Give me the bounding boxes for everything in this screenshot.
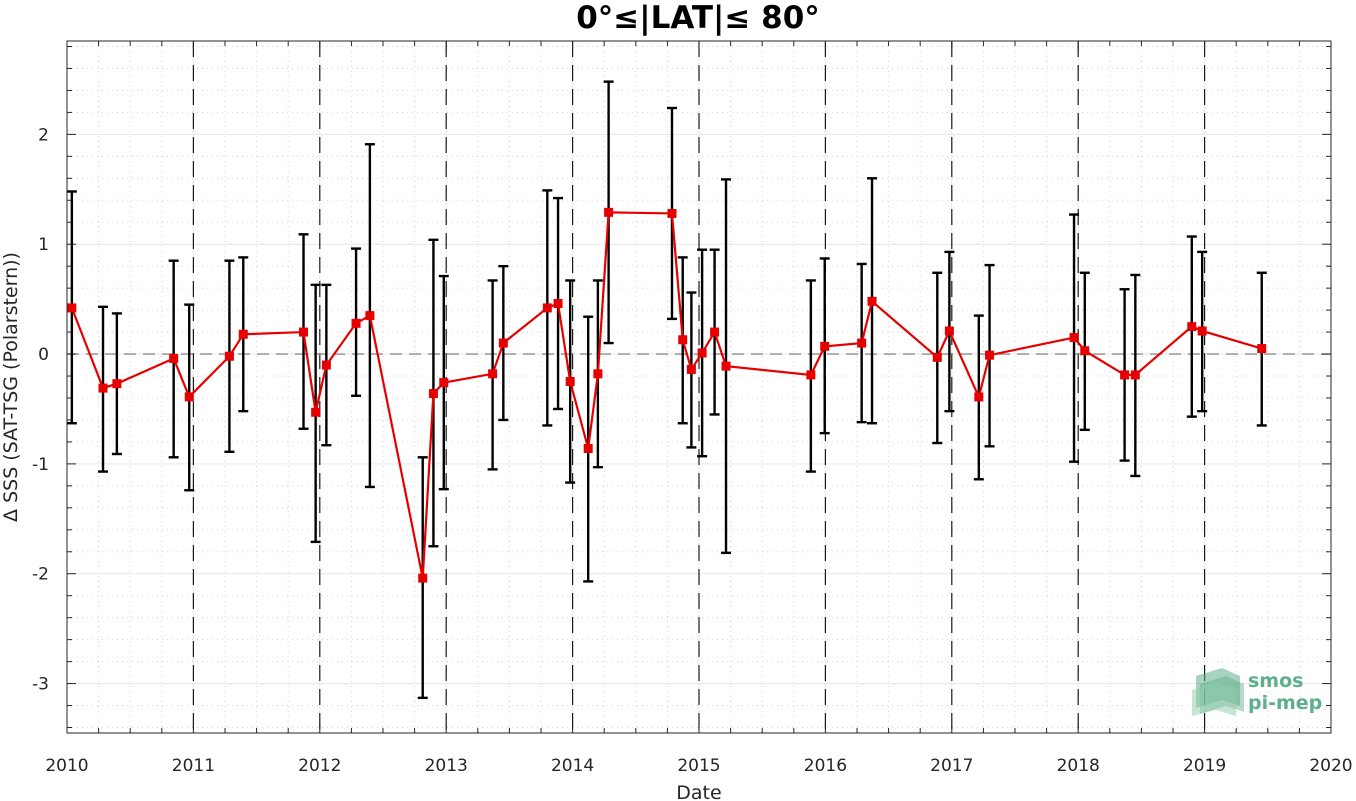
data-point-marker bbox=[1120, 370, 1130, 380]
data-point-marker bbox=[867, 296, 877, 306]
data-point-marker bbox=[667, 208, 677, 218]
data-point-marker bbox=[604, 207, 614, 217]
y-tick-label: -2 bbox=[32, 565, 49, 585]
data-point-marker bbox=[428, 389, 438, 399]
logo-text-pimep: pi-mep bbox=[1248, 692, 1322, 714]
data-point-marker bbox=[1069, 333, 1079, 343]
x-tick-label: 2020 bbox=[1309, 756, 1352, 776]
data-point-marker bbox=[418, 573, 428, 583]
data-point-marker bbox=[184, 392, 194, 402]
data-point-marker bbox=[299, 327, 309, 337]
data-point-marker bbox=[932, 352, 942, 362]
data-point-marker bbox=[1130, 370, 1140, 380]
x-axis-label: Date bbox=[676, 782, 721, 801]
data-point-marker bbox=[311, 407, 321, 417]
data-point-marker bbox=[806, 370, 816, 380]
x-tick-label: 2016 bbox=[804, 756, 847, 776]
data-point-marker bbox=[820, 341, 830, 351]
data-point-marker bbox=[985, 350, 995, 360]
data-point-marker bbox=[542, 303, 552, 313]
data-point-marker bbox=[488, 369, 498, 379]
x-tick-label: 2017 bbox=[930, 756, 973, 776]
smos-pimep-logo: smos pi-mep bbox=[1192, 668, 1322, 716]
data-point-marker bbox=[944, 326, 954, 336]
data-point-marker bbox=[583, 444, 593, 454]
y-axis-label: Δ SSS (SAT-TSG (Polarstern)) bbox=[0, 252, 22, 522]
data-point-marker bbox=[1257, 344, 1267, 354]
x-tick-label: 2012 bbox=[298, 756, 341, 776]
x-tick-label: 2011 bbox=[172, 756, 215, 776]
data-point-marker bbox=[974, 392, 984, 402]
series-line bbox=[70, 211, 1263, 579]
data-point-marker bbox=[224, 351, 234, 361]
x-tick-label: 2019 bbox=[1183, 756, 1226, 776]
series-markers bbox=[67, 207, 1267, 583]
data-point-marker bbox=[1197, 326, 1207, 336]
data-point-marker bbox=[321, 360, 331, 370]
x-tick-labels: 2010 2011 2012 2013 2014 2015 2016 2017 2018 2019… bbox=[45, 756, 1352, 776]
y-tick-label: 0 bbox=[38, 345, 49, 365]
data-point-marker bbox=[365, 311, 375, 321]
data-point-marker bbox=[721, 361, 731, 371]
data-point-marker bbox=[169, 353, 179, 363]
y-tick-label: -3 bbox=[32, 675, 49, 695]
plot-frame bbox=[66, 40, 1332, 734]
data-point-marker bbox=[1080, 346, 1090, 356]
logo-waves-icon bbox=[1192, 668, 1244, 716]
data-point-marker bbox=[439, 378, 449, 388]
y-tick-labels: -3 -2 -1 0 1 2 bbox=[32, 125, 49, 694]
data-point-marker bbox=[593, 369, 603, 379]
data-point-marker bbox=[351, 318, 361, 328]
x-tick-label: 2018 bbox=[1057, 756, 1100, 776]
data-point-marker bbox=[686, 364, 696, 374]
data-point-marker bbox=[857, 338, 867, 348]
data-point-marker bbox=[498, 338, 508, 348]
x-tick-label: 2015 bbox=[677, 756, 720, 776]
data-point-marker bbox=[678, 335, 688, 345]
minor-grid bbox=[67, 41, 1331, 733]
data-point-marker bbox=[67, 303, 77, 313]
data-point-marker bbox=[238, 329, 248, 339]
y-tick-label: -1 bbox=[32, 455, 49, 475]
logo-text-smos: smos bbox=[1248, 670, 1303, 692]
data-point-marker bbox=[1187, 322, 1197, 332]
y-tick-label: 2 bbox=[38, 125, 49, 145]
data-point-marker bbox=[565, 377, 575, 387]
data-point-marker bbox=[98, 383, 108, 393]
y-tick-label: 1 bbox=[38, 235, 49, 255]
x-tick-label: 2014 bbox=[551, 756, 594, 776]
data-point-marker bbox=[112, 379, 122, 389]
x-tick-label: 2010 bbox=[45, 756, 88, 776]
chart-title: 0°≤|LAT|≤ 80° bbox=[576, 0, 820, 36]
data-point-marker bbox=[553, 299, 563, 309]
x-tick-label: 2013 bbox=[425, 756, 468, 776]
data-point-marker bbox=[697, 348, 707, 358]
data-point-marker bbox=[710, 327, 720, 337]
